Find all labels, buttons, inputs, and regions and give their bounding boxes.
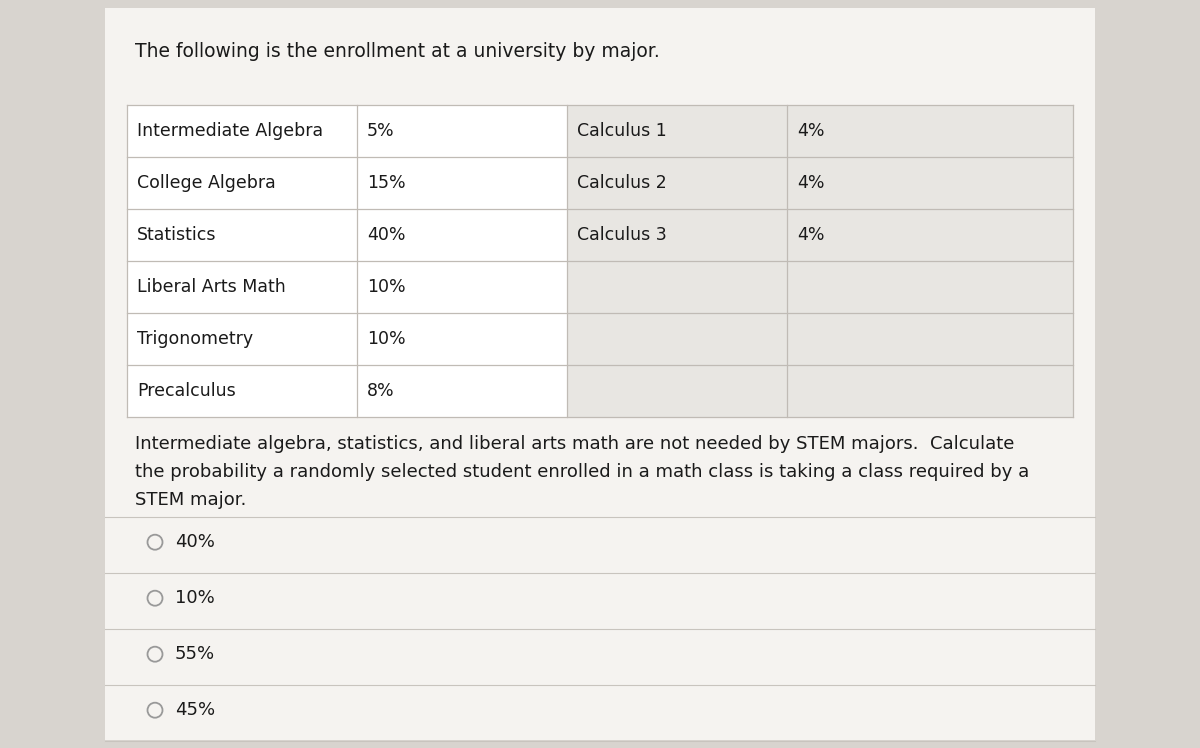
Text: Precalculus: Precalculus xyxy=(137,382,235,400)
Bar xyxy=(127,105,568,417)
Bar xyxy=(568,209,1073,261)
Text: 55%: 55% xyxy=(175,646,215,663)
Text: Calculus 2: Calculus 2 xyxy=(577,174,667,192)
Text: 5%: 5% xyxy=(367,122,395,140)
Bar xyxy=(568,157,1073,209)
Text: 15%: 15% xyxy=(367,174,406,192)
Text: 4%: 4% xyxy=(797,174,824,192)
Text: 10%: 10% xyxy=(367,278,406,296)
Bar xyxy=(568,365,1073,417)
Text: 4%: 4% xyxy=(797,122,824,140)
FancyBboxPatch shape xyxy=(106,8,1096,740)
Text: Calculus 1: Calculus 1 xyxy=(577,122,667,140)
Bar xyxy=(568,313,1073,365)
Text: 40%: 40% xyxy=(367,226,406,244)
Text: Liberal Arts Math: Liberal Arts Math xyxy=(137,278,286,296)
Text: 10%: 10% xyxy=(367,330,406,348)
Text: The following is the enrollment at a university by major.: The following is the enrollment at a uni… xyxy=(134,42,660,61)
Text: College Algebra: College Algebra xyxy=(137,174,276,192)
Text: 40%: 40% xyxy=(175,533,215,551)
Text: Intermediate Algebra: Intermediate Algebra xyxy=(137,122,323,140)
Text: Statistics: Statistics xyxy=(137,226,216,244)
Text: Trigonometry: Trigonometry xyxy=(137,330,253,348)
Text: 8%: 8% xyxy=(367,382,395,400)
Bar xyxy=(568,261,1073,313)
Text: 10%: 10% xyxy=(175,589,215,607)
Text: 4%: 4% xyxy=(797,226,824,244)
Text: 45%: 45% xyxy=(175,701,215,719)
Text: Calculus 3: Calculus 3 xyxy=(577,226,667,244)
Bar xyxy=(568,105,1073,157)
Text: Intermediate algebra, statistics, and liberal arts math are not needed by STEM m: Intermediate algebra, statistics, and li… xyxy=(134,435,1030,509)
